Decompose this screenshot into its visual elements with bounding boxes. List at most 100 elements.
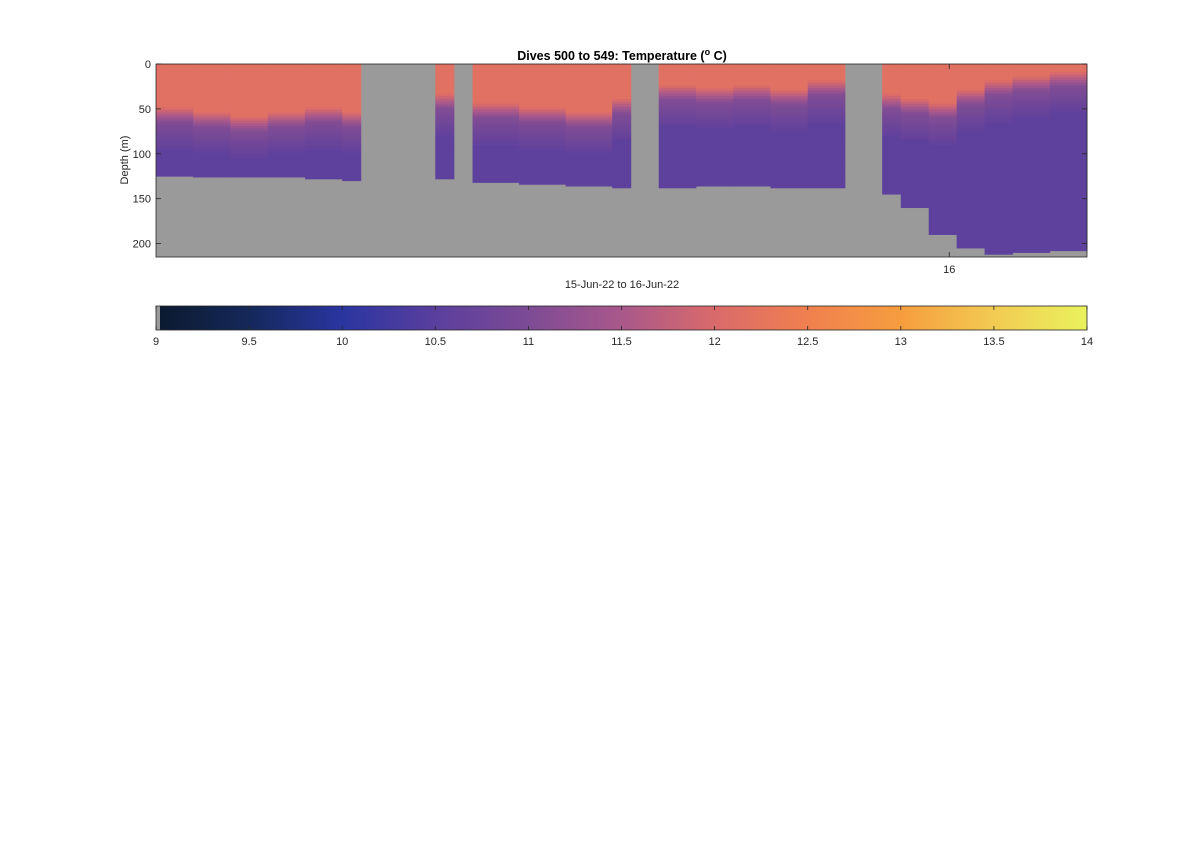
heatmap-cell xyxy=(342,160,362,165)
heatmap-cell xyxy=(733,107,771,111)
heatmap-cell xyxy=(435,117,455,121)
heatmap-cell xyxy=(658,160,697,165)
heatmap-cell xyxy=(770,125,809,130)
heatmap-cell xyxy=(565,64,613,68)
heatmap-cell xyxy=(807,152,846,156)
heatmap-cell xyxy=(984,123,1013,127)
heatmap-cell xyxy=(304,82,343,86)
heatmap-cell xyxy=(695,166,734,170)
heatmap-cell xyxy=(770,112,809,116)
heatmap-cell xyxy=(230,72,269,76)
heatmap-cell xyxy=(342,99,362,103)
heatmap-cell xyxy=(770,64,809,68)
heatmap-cell xyxy=(519,112,567,116)
heatmap-cell xyxy=(984,163,1013,167)
heatmap-cell xyxy=(984,128,1013,132)
heatmap-cell xyxy=(267,131,306,135)
heatmap-cell xyxy=(956,88,985,92)
heatmap-cell xyxy=(770,185,809,189)
heatmap-cell xyxy=(928,163,958,167)
colorbar-tick-label: 13 xyxy=(895,336,907,348)
heatmap-cell xyxy=(770,85,809,89)
heatmap-cell xyxy=(156,112,194,116)
heatmap-cell xyxy=(1012,195,1051,200)
heatmap-cell xyxy=(928,125,958,130)
heatmap-cell xyxy=(658,128,697,132)
heatmap-cell xyxy=(900,169,930,173)
heatmap-cell xyxy=(733,80,771,84)
heatmap-cell xyxy=(658,152,697,156)
heatmap-cell xyxy=(565,144,613,148)
heatmap-cell xyxy=(472,96,520,100)
heatmap-cell xyxy=(882,179,902,183)
heatmap-cell xyxy=(658,147,697,151)
heatmap-cell xyxy=(928,123,958,127)
heatmap-cell xyxy=(472,107,520,111)
heatmap-cell xyxy=(695,115,734,119)
heatmap-cell xyxy=(1049,131,1088,135)
heatmap-cell xyxy=(342,136,362,140)
heatmap-cell xyxy=(733,77,771,81)
heatmap-cell xyxy=(695,169,734,173)
heatmap-cell xyxy=(695,174,734,178)
heatmap-cell xyxy=(807,90,846,95)
heatmap-cell xyxy=(612,163,632,167)
heatmap-cell xyxy=(928,209,958,213)
heatmap-cell xyxy=(928,136,958,140)
heatmap-cell xyxy=(807,182,846,186)
heatmap-cell xyxy=(304,152,343,156)
heatmap-cell xyxy=(928,198,958,202)
heatmap-cell xyxy=(733,171,771,175)
heatmap-cell xyxy=(267,115,306,119)
heatmap-cell xyxy=(882,120,902,124)
chart-title-suffix: C) xyxy=(710,49,727,63)
heatmap-cell xyxy=(956,187,985,191)
heatmap-cell xyxy=(156,69,194,73)
heatmap-cell xyxy=(658,144,697,148)
heatmap-cell xyxy=(733,88,771,92)
heatmap-cell xyxy=(230,171,269,175)
heatmap-cell xyxy=(1012,144,1051,148)
heatmap-cell xyxy=(658,109,697,113)
heatmap-cell xyxy=(342,96,362,100)
heatmap-cell xyxy=(267,134,306,138)
heatmap-cell xyxy=(928,131,958,135)
heatmap-cell xyxy=(658,85,697,89)
heatmap-cell xyxy=(565,166,613,170)
heatmap-column xyxy=(807,64,846,189)
heatmap-cell xyxy=(807,134,846,138)
heatmap-cell xyxy=(156,85,194,89)
heatmap-cell xyxy=(435,163,455,167)
heatmap-cell xyxy=(807,155,846,159)
heatmap-cell xyxy=(928,166,958,170)
heatmap-cell xyxy=(565,85,613,89)
heatmap-cell xyxy=(519,64,567,68)
heatmap-cell xyxy=(658,163,697,167)
heatmap-cell xyxy=(733,163,771,167)
heatmap-cell xyxy=(1049,212,1088,216)
heatmap-cell xyxy=(695,101,734,105)
heatmap-cell xyxy=(956,209,985,213)
heatmap-cell xyxy=(807,179,846,183)
chart-title: Dives 500 to 549: Temperature (o C) xyxy=(517,47,727,63)
heatmap-cell xyxy=(156,99,194,103)
heatmap-cell xyxy=(900,204,930,208)
heatmap-cell xyxy=(956,193,985,197)
heatmap-cell xyxy=(519,144,567,148)
heatmap-cell xyxy=(1049,244,1088,248)
heatmap-cell xyxy=(342,93,362,97)
heatmap-cell xyxy=(193,101,231,105)
heatmap-cell xyxy=(900,163,930,167)
heatmap-cell xyxy=(882,99,902,103)
heatmap-cell xyxy=(956,228,985,232)
heatmap-cell xyxy=(304,69,343,73)
heatmap-cell xyxy=(807,185,846,189)
heatmap-cell xyxy=(193,107,231,111)
y-tick-label: 50 xyxy=(139,104,151,116)
heatmap-cell xyxy=(956,185,985,189)
heatmap-cell xyxy=(1049,201,1088,205)
heatmap-cell xyxy=(882,64,902,68)
heatmap-cell xyxy=(342,120,362,124)
y-axis: 0 50 100 150 200 xyxy=(133,59,1087,251)
heatmap-cell xyxy=(1012,179,1051,183)
